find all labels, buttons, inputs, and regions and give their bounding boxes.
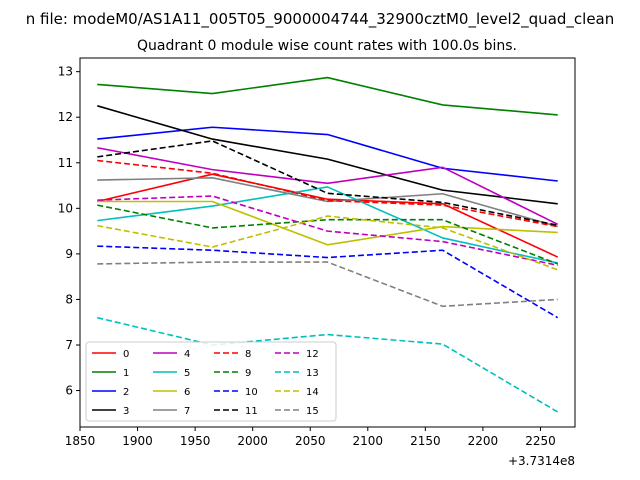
series-line-2 — [97, 126, 558, 182]
legend-label-13: 13 — [306, 368, 319, 379]
series-line-11 — [97, 140, 558, 226]
y-tick-label: 12 — [58, 110, 73, 124]
y-tick-label: 11 — [58, 156, 73, 170]
chart-title: Quadrant 0 module wise count rates with … — [137, 38, 517, 54]
legend-label-10: 10 — [245, 387, 258, 398]
series-line-14 — [97, 215, 559, 271]
legend-label-15: 15 — [306, 406, 319, 417]
series-line-8 — [97, 159, 558, 228]
series-line-1 — [97, 76, 558, 116]
y-tick-label: 13 — [58, 65, 73, 79]
x-offset-label: +3.7314e8 — [508, 454, 575, 468]
x-tick-label: 1850 — [65, 434, 96, 448]
y-tick-label: 7 — [65, 338, 73, 352]
tick-layer: 1850 1900 1950 2000 2050 2100 2150 2200 22506789… — [58, 65, 556, 448]
series-line-5 — [97, 186, 558, 264]
y-tick-label: 6 — [65, 384, 73, 398]
series-line-0 — [97, 173, 559, 258]
figure-suptitle: n file: modeM0/AS1A11_005T05_9000004744_… — [26, 10, 615, 29]
x-tick-label: 2050 — [295, 434, 326, 448]
series-line-6 — [97, 200, 558, 246]
series-line-4 — [97, 146, 559, 225]
x-tick-label: 1950 — [180, 434, 211, 448]
x-tick-label: 2100 — [353, 434, 384, 448]
series-line-15 — [97, 261, 558, 308]
series-line-10 — [97, 245, 559, 319]
legend-label-9: 9 — [245, 368, 251, 379]
legend-label-12: 12 — [306, 349, 319, 360]
series-line-7 — [97, 177, 558, 228]
legend-label-2: 2 — [123, 387, 129, 398]
x-tick-label: 2000 — [237, 434, 268, 448]
x-tick-label: 2150 — [410, 434, 441, 448]
y-tick-label: 9 — [65, 247, 73, 261]
series-line-3 — [97, 105, 558, 205]
legend-label-1: 1 — [123, 368, 129, 379]
legend-label-3: 3 — [123, 406, 129, 417]
legend-label-5: 5 — [184, 368, 190, 379]
legend-label-4: 4 — [184, 349, 190, 360]
legend-label-7: 7 — [184, 406, 190, 417]
series-line-9 — [97, 204, 559, 265]
x-tick-label: 2200 — [468, 434, 499, 448]
legend-frame — [85, 341, 337, 422]
legend-label-8: 8 — [245, 349, 251, 360]
x-tick-label: 2250 — [525, 434, 556, 448]
legend-label-14: 14 — [306, 387, 319, 398]
x-tick-label: 1900 — [122, 434, 153, 448]
y-tick-label: 8 — [65, 292, 73, 306]
legend-label-0: 0 — [123, 349, 129, 360]
axes-frame — [79, 57, 576, 428]
legend-label-11: 11 — [245, 406, 258, 417]
series-layer — [97, 76, 559, 413]
y-tick-label: 10 — [58, 201, 73, 215]
legend-label-6: 6 — [184, 387, 190, 398]
series-line-12 — [97, 195, 558, 267]
